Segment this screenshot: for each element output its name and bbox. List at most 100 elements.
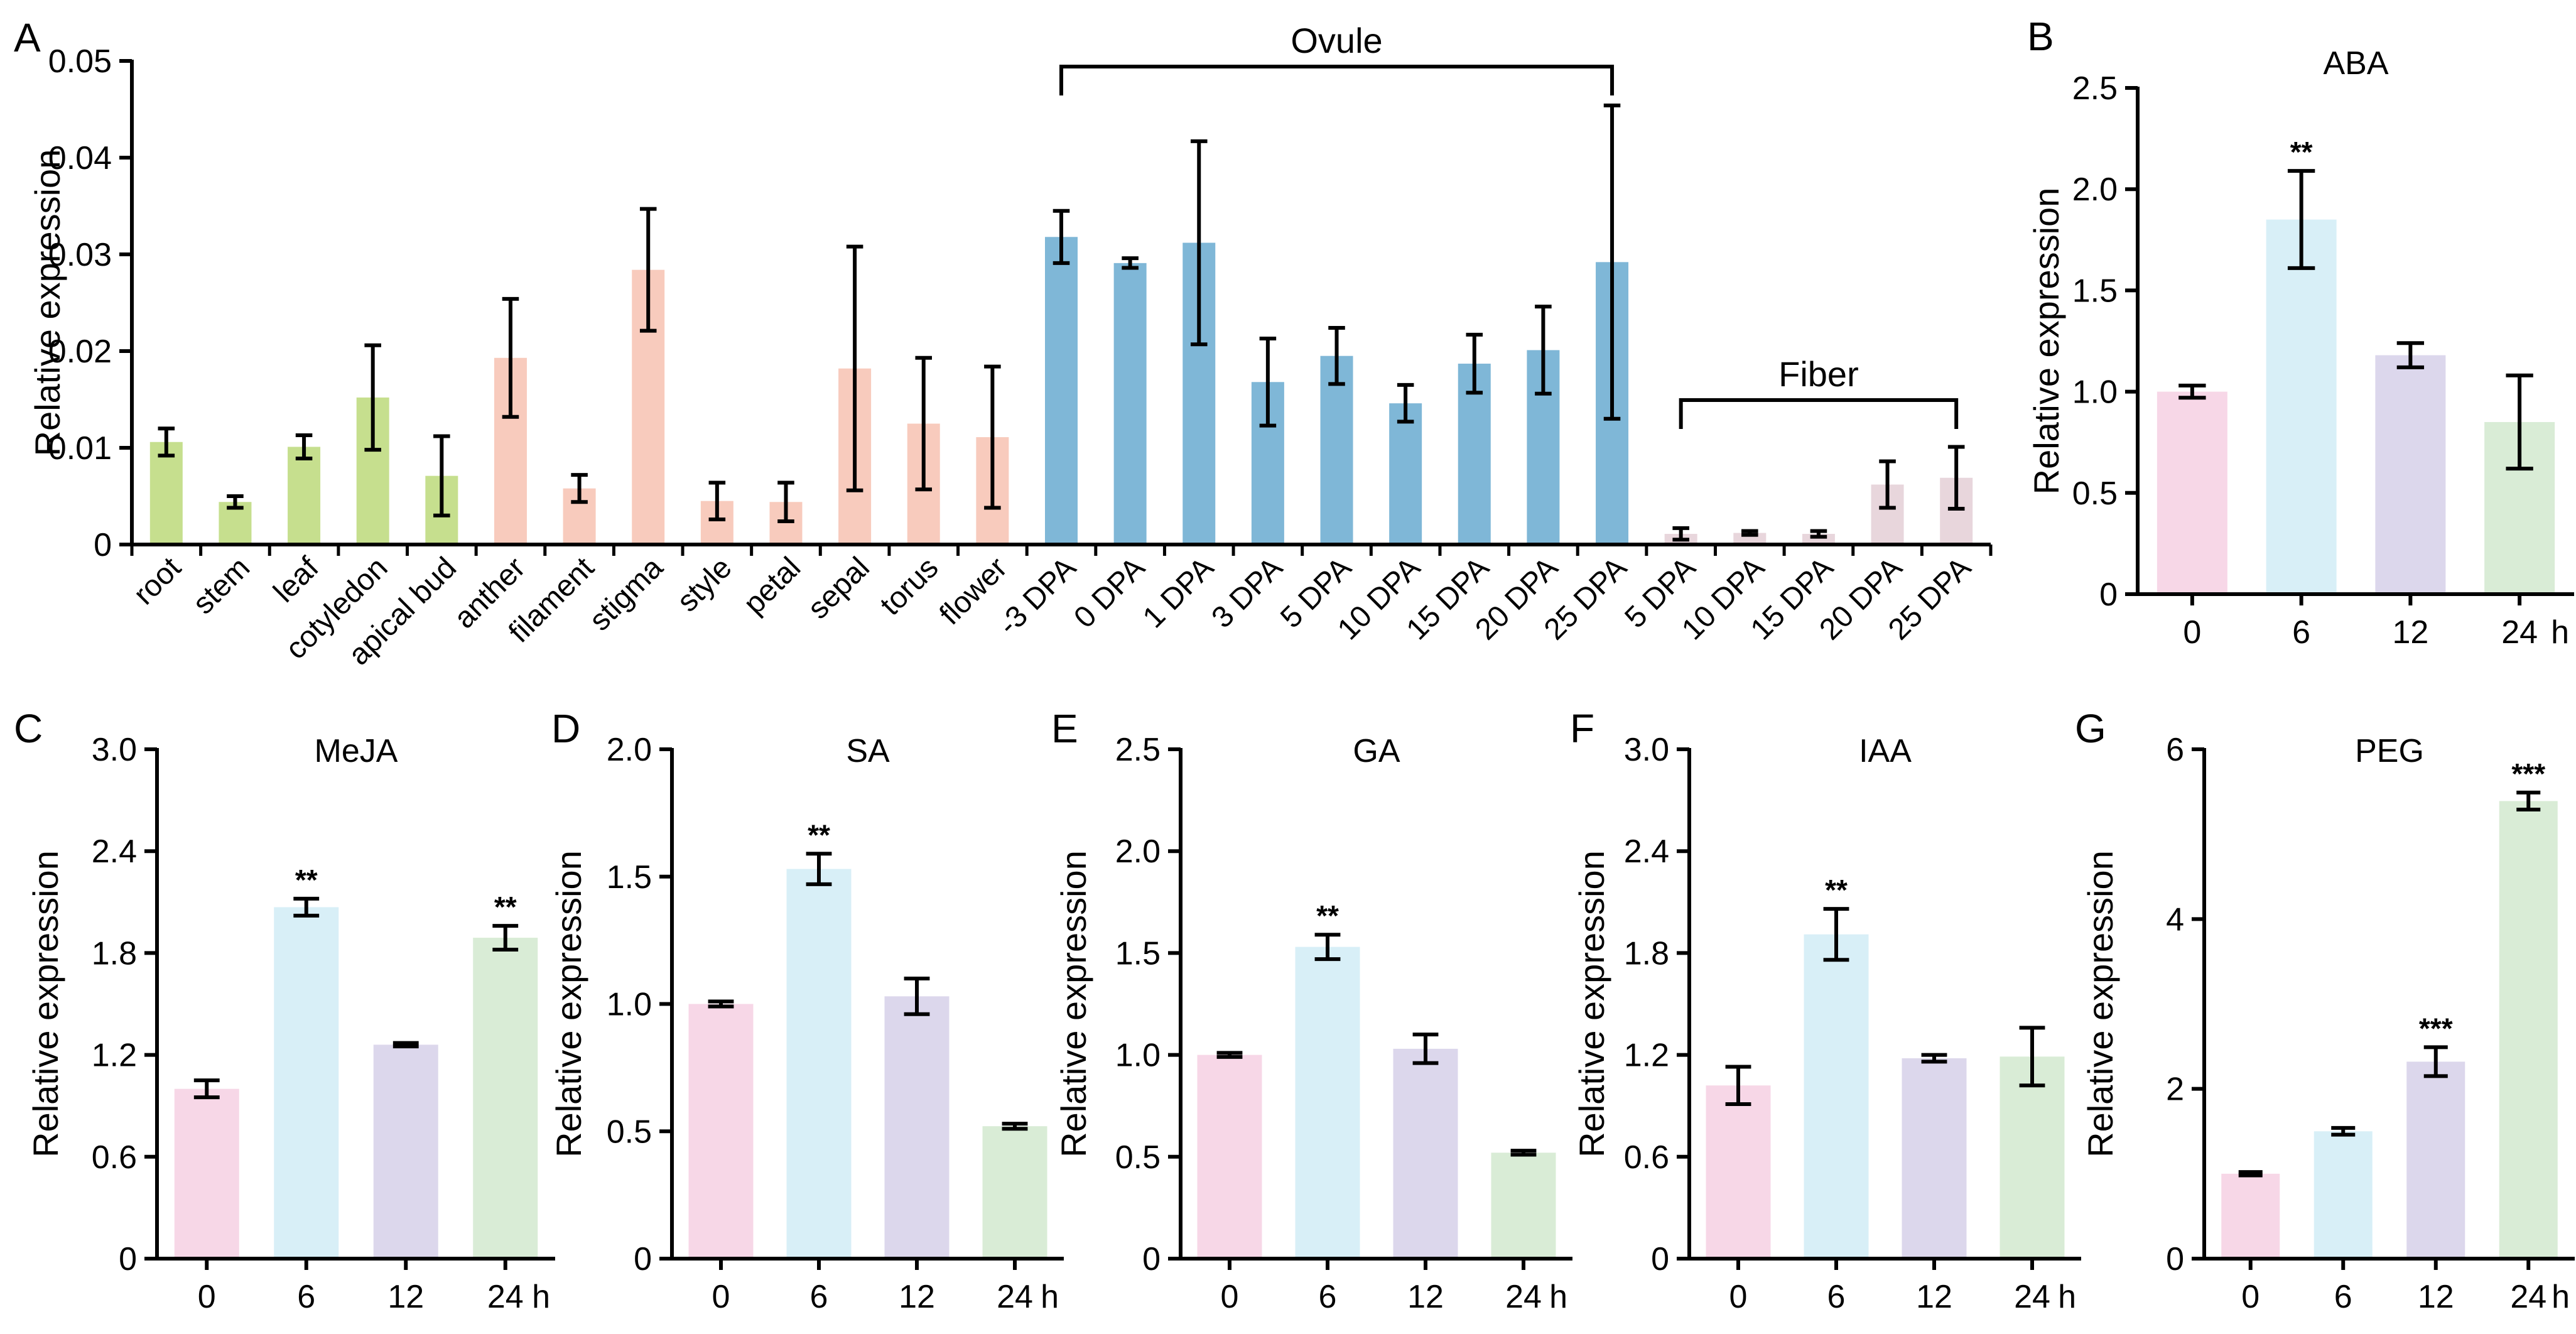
y-tick-label: 0 bbox=[1142, 1241, 1161, 1277]
error-bar bbox=[1053, 209, 1070, 265]
error-bar bbox=[2178, 383, 2206, 400]
significance-label: ** bbox=[1316, 899, 1339, 932]
y-tick-label: 2.5 bbox=[1115, 732, 1161, 768]
error-bar bbox=[915, 355, 933, 492]
y-tick-label: 1.0 bbox=[2072, 374, 2118, 411]
panel-letter-b: B bbox=[2027, 14, 2054, 59]
significance-label: *** bbox=[2511, 757, 2545, 790]
y-tick-label: 2.0 bbox=[607, 732, 652, 768]
bar bbox=[688, 1004, 754, 1259]
y-tick-label: 0.6 bbox=[92, 1139, 137, 1176]
x-tick-label: 24 bbox=[2014, 1279, 2050, 1315]
error-bar bbox=[193, 1078, 220, 1100]
error-bar bbox=[708, 999, 734, 1009]
bar bbox=[1804, 934, 1869, 1259]
error-bar bbox=[295, 433, 313, 460]
bar bbox=[2157, 391, 2227, 594]
bar bbox=[1389, 403, 1422, 545]
group-bracket-line bbox=[1059, 65, 1615, 95]
x-tick-label: 12 bbox=[387, 1279, 424, 1315]
x-tick-label: 24 bbox=[1505, 1279, 1542, 1315]
bar bbox=[288, 447, 321, 545]
y-tick-label: 0.5 bbox=[1115, 1139, 1161, 1176]
chart-title: ABA bbox=[2323, 45, 2388, 82]
significance-label: ** bbox=[295, 864, 318, 896]
bar bbox=[2375, 355, 2446, 594]
error-bar bbox=[2287, 169, 2315, 270]
x-tick-label: 12 bbox=[2418, 1279, 2454, 1315]
x-tick-label: 12 bbox=[899, 1279, 935, 1315]
chart-title: IAA bbox=[1859, 733, 1912, 769]
x-unit-label: h bbox=[2552, 1279, 2570, 1315]
y-tick-label: 2.4 bbox=[92, 833, 137, 870]
x-unit-label: h bbox=[2551, 614, 2569, 651]
error-bar bbox=[777, 480, 794, 524]
y-axis-title: Relative expression bbox=[2027, 188, 2066, 495]
y-tick-label: 3.0 bbox=[1624, 732, 1669, 768]
significance-label: ** bbox=[2290, 136, 2313, 168]
chart-panel-e: E GA ** 0 0.5 1.0 1.5 2.0 2.5 0 6 12 24 h Relative exp… bbox=[1051, 706, 1572, 1315]
y-tick-label: 2.0 bbox=[1115, 833, 1161, 870]
y-tick-label: 1.2 bbox=[1624, 1038, 1669, 1074]
error-bar bbox=[2516, 790, 2541, 811]
error-bar bbox=[1879, 459, 1896, 510]
x-tick-label: 24 bbox=[997, 1279, 1033, 1315]
bar bbox=[1045, 237, 1078, 545]
bar bbox=[2499, 801, 2558, 1259]
bar bbox=[1320, 355, 1353, 545]
y-tick-label: 0 bbox=[119, 1241, 137, 1277]
error-bar bbox=[1510, 1149, 1537, 1157]
error-bar bbox=[806, 852, 832, 886]
y-tick-label: 1.8 bbox=[92, 935, 137, 972]
significance-label: *** bbox=[2419, 1012, 2453, 1044]
x-unit-label: h bbox=[2058, 1279, 2076, 1315]
x-tick-label: 0 bbox=[712, 1279, 730, 1315]
y-tick-label: 0.03 bbox=[48, 237, 112, 273]
x-tick-label: 6 bbox=[297, 1279, 315, 1315]
y-axis-title: Relative expression bbox=[2081, 850, 2120, 1158]
error-bar bbox=[571, 473, 588, 504]
error-bar bbox=[1810, 529, 1827, 539]
error-bar bbox=[1314, 933, 1341, 962]
chart-panel-c: C MeJA ** ** 0 0.6 1.2 1.8 2.4 3.0 0 6 12 24 h Relative… bbox=[14, 706, 555, 1315]
panel-letter-d: D bbox=[551, 706, 580, 751]
bar bbox=[982, 1126, 1047, 1259]
panel-letter-c: C bbox=[14, 706, 43, 751]
bar bbox=[473, 938, 538, 1259]
error-bar bbox=[1397, 382, 1414, 424]
x-tick-label: 24 bbox=[2510, 1279, 2546, 1315]
chart-title: PEG bbox=[2355, 733, 2424, 769]
error-bar bbox=[984, 364, 1001, 510]
x-tick-label: 6 bbox=[1319, 1279, 1337, 1315]
group-bracket-line bbox=[1679, 398, 1959, 429]
y-tick-label: 0.01 bbox=[48, 430, 112, 467]
bar bbox=[2221, 1173, 2280, 1259]
error-bar bbox=[846, 244, 863, 492]
error-bar bbox=[2506, 373, 2533, 471]
bar bbox=[2266, 219, 2337, 594]
x-tick-label: 6 bbox=[2292, 614, 2310, 651]
bar bbox=[1491, 1152, 1556, 1259]
error-bar bbox=[1216, 1051, 1243, 1059]
error-bar bbox=[1947, 445, 1965, 511]
error-bar bbox=[2019, 1026, 2045, 1088]
y-tick-label: 1.0 bbox=[1115, 1038, 1161, 1074]
x-tick-label: 12 bbox=[1407, 1279, 1444, 1315]
y-tick-label: 1.0 bbox=[607, 987, 652, 1023]
group-bracket-fiber bbox=[1679, 398, 1959, 429]
group-bracket-label: Ovule bbox=[1291, 21, 1382, 60]
error-bar bbox=[227, 494, 244, 510]
x-tick-label: 0 bbox=[2241, 1279, 2259, 1315]
y-tick-label: 0.5 bbox=[607, 1114, 652, 1150]
x-tick-label: 0 bbox=[2183, 614, 2201, 651]
x-tick-label: 6 bbox=[810, 1279, 828, 1315]
y-tick-label: 0.05 bbox=[48, 43, 112, 80]
bar bbox=[1902, 1058, 1967, 1259]
bar bbox=[786, 869, 852, 1259]
chart-panel-b: B ABA ** 0 0.5 1.0 1.5 2.0 2.5 0 6 12 24 h Relative ex… bbox=[2027, 14, 2574, 651]
x-tick-label: 24 bbox=[487, 1279, 524, 1315]
chart-panel-f: F IAA ** 0 0.6 1.2 1.8 2.4 3.0 0 6 12 24 h Relative ex… bbox=[1570, 706, 2081, 1315]
error-bar bbox=[2423, 1045, 2448, 1078]
error-bar bbox=[1259, 336, 1277, 428]
